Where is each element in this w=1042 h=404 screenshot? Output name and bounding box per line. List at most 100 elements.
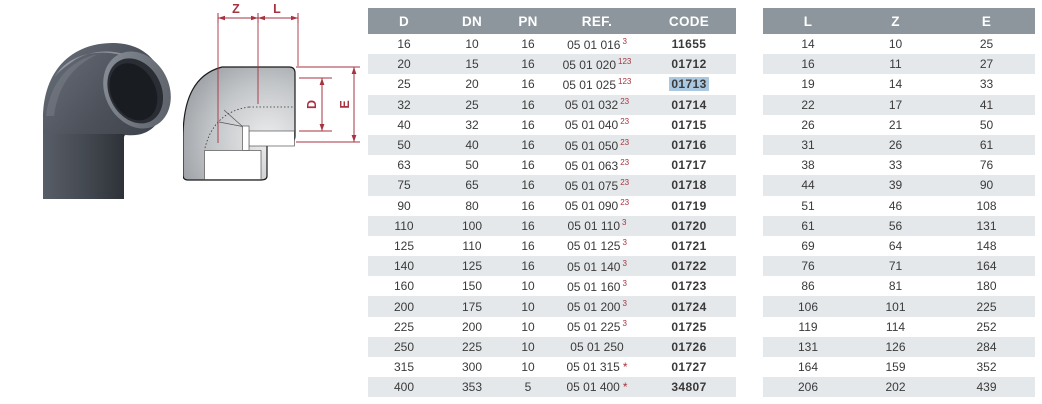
cell-d: 315 <box>393 360 415 375</box>
cell-z: 126 <box>853 336 938 357</box>
dimension-arrows <box>218 15 357 142</box>
cell-e: 439 <box>938 377 1035 398</box>
cell-ref: 05 01 016 3 <box>567 36 627 52</box>
cell-d: 16 <box>397 37 411 52</box>
ref-footnote-mark: 23 <box>620 97 630 107</box>
table-row: 61 56 131 <box>763 215 1035 236</box>
cell-code: 01725 <box>642 317 736 337</box>
cell-dn: 10 <box>465 37 479 52</box>
cell-d: 63 <box>397 158 411 173</box>
column-header: CODE <box>642 8 736 34</box>
table-row: 19 14 33 <box>763 74 1035 94</box>
spec-table-header-row: D DN PN REF. CODE <box>368 8 736 34</box>
ref-footnote-mark: 23 <box>620 157 630 167</box>
cell-dn: 15 <box>440 54 504 75</box>
cell-pn: 16 <box>504 134 552 156</box>
table-row: 75 65 16 05 01 075 23 01718 <box>368 175 736 196</box>
cell-l: 61 <box>763 215 853 236</box>
column-header: D <box>368 8 440 34</box>
cell-e: 41 <box>938 94 1035 115</box>
cell-code: 01722 <box>642 256 736 277</box>
cell-pn: 16 <box>504 175 552 196</box>
code-value: 01712 <box>671 57 707 72</box>
technical-drawing: Z L D E <box>182 0 373 190</box>
cell-ref: 05 01 225 3 <box>567 319 627 335</box>
spec-table: D DN PN REF. CODE 16 10 16 05 01 016 3 11655 20 15 1… <box>368 8 736 398</box>
cell-l: 31 <box>763 134 853 156</box>
table-row: 140 125 16 05 01 140 3 01722 <box>368 256 736 277</box>
cell-l: 26 <box>801 117 815 132</box>
cell-pn: 10 <box>504 336 552 357</box>
table-row: 63 50 16 05 01 063 23 01717 <box>368 155 736 175</box>
cell-d: 75 <box>368 175 440 196</box>
cell-pn: 10 <box>521 360 535 375</box>
cell-d: 50 <box>368 134 440 156</box>
cell-code: 01713 <box>642 74 736 94</box>
cell-pn: 5 <box>504 377 552 398</box>
cell-ref: 05 01 063 23 <box>564 157 630 173</box>
table-row: 69 64 148 <box>763 236 1035 256</box>
ref-footnote-mark: 123 <box>618 76 632 86</box>
cell-e: 180 <box>976 279 997 294</box>
cell-z: 114 <box>885 319 906 334</box>
table-row: 90 80 16 05 01 090 23 01719 <box>368 196 736 216</box>
table-row: 125 110 16 05 01 125 3 01721 <box>368 236 736 256</box>
cell-dn: 50 <box>465 158 479 173</box>
cell-e: 33 <box>979 77 994 92</box>
ref-asterisk-mark: * <box>622 360 628 375</box>
cell-ref: 05 01 140 3 <box>552 256 642 277</box>
elbow-photo-graphic <box>43 43 171 199</box>
cell-l: 69 <box>801 238 815 253</box>
cell-ref: 05 01 400 * <box>552 377 642 398</box>
column-header: PN <box>504 8 552 34</box>
cell-l: 51 <box>801 198 815 213</box>
cell-d: 160 <box>393 279 415 294</box>
ref-footnote-mark: 3 <box>622 36 627 46</box>
table-row: 160 150 10 05 01 160 3 01723 <box>368 276 736 296</box>
table-row: 26 21 50 <box>763 115 1035 135</box>
cell-d: 125 <box>393 238 415 253</box>
cell-code: 34807 <box>642 377 736 398</box>
cell-l: 14 <box>801 37 815 52</box>
code-value: 01717 <box>671 158 707 173</box>
cell-e: 108 <box>976 198 997 213</box>
cell-z: 14 <box>888 77 903 92</box>
table-row: 16 11 27 <box>763 54 1035 75</box>
table-row: 50 40 16 05 01 050 23 01716 <box>368 134 736 156</box>
cell-code: 01716 <box>642 134 736 156</box>
cell-l: 164 <box>797 360 819 375</box>
cell-pn: 10 <box>504 296 552 317</box>
table-row: 225 200 10 05 01 225 3 01725 <box>368 317 736 337</box>
cell-e: 76 <box>979 158 994 173</box>
code-value: 01714 <box>671 97 707 112</box>
cell-z: 26 <box>853 134 938 156</box>
ref-footnote-mark: 3 <box>622 319 627 329</box>
cell-d: 20 <box>368 54 440 75</box>
cell-d: 110 <box>368 215 440 236</box>
cell-e: 252 <box>976 319 997 334</box>
cell-dn: 175 <box>440 296 504 317</box>
cell-ref: 05 01 050 23 <box>552 134 642 156</box>
cell-code: 01724 <box>642 296 736 317</box>
elbow-drawing-graphic: Z L D E <box>182 2 360 181</box>
cell-l: 86 <box>801 279 815 294</box>
cell-ref: 05 01 125 3 <box>567 238 627 254</box>
cell-dn: 300 <box>461 360 483 375</box>
cell-e: 131 <box>938 215 1035 236</box>
cell-e: 25 <box>979 37 994 52</box>
cell-ref: 05 01 160 3 <box>567 278 627 294</box>
cell-pn: 16 <box>521 77 535 92</box>
cell-dn: 65 <box>440 175 504 196</box>
cell-d: 32 <box>368 94 440 115</box>
code-value: 01721 <box>671 238 707 253</box>
cell-pn: 16 <box>521 158 535 173</box>
dim-label-e: E <box>338 100 352 108</box>
cell-code: 01714 <box>642 94 736 115</box>
cell-l: 119 <box>798 319 818 334</box>
cell-code: 01721 <box>642 236 736 256</box>
cell-code: 01715 <box>642 115 736 135</box>
cell-ref: 05 01 020 123 <box>552 54 642 75</box>
column-header: L <box>763 8 853 34</box>
